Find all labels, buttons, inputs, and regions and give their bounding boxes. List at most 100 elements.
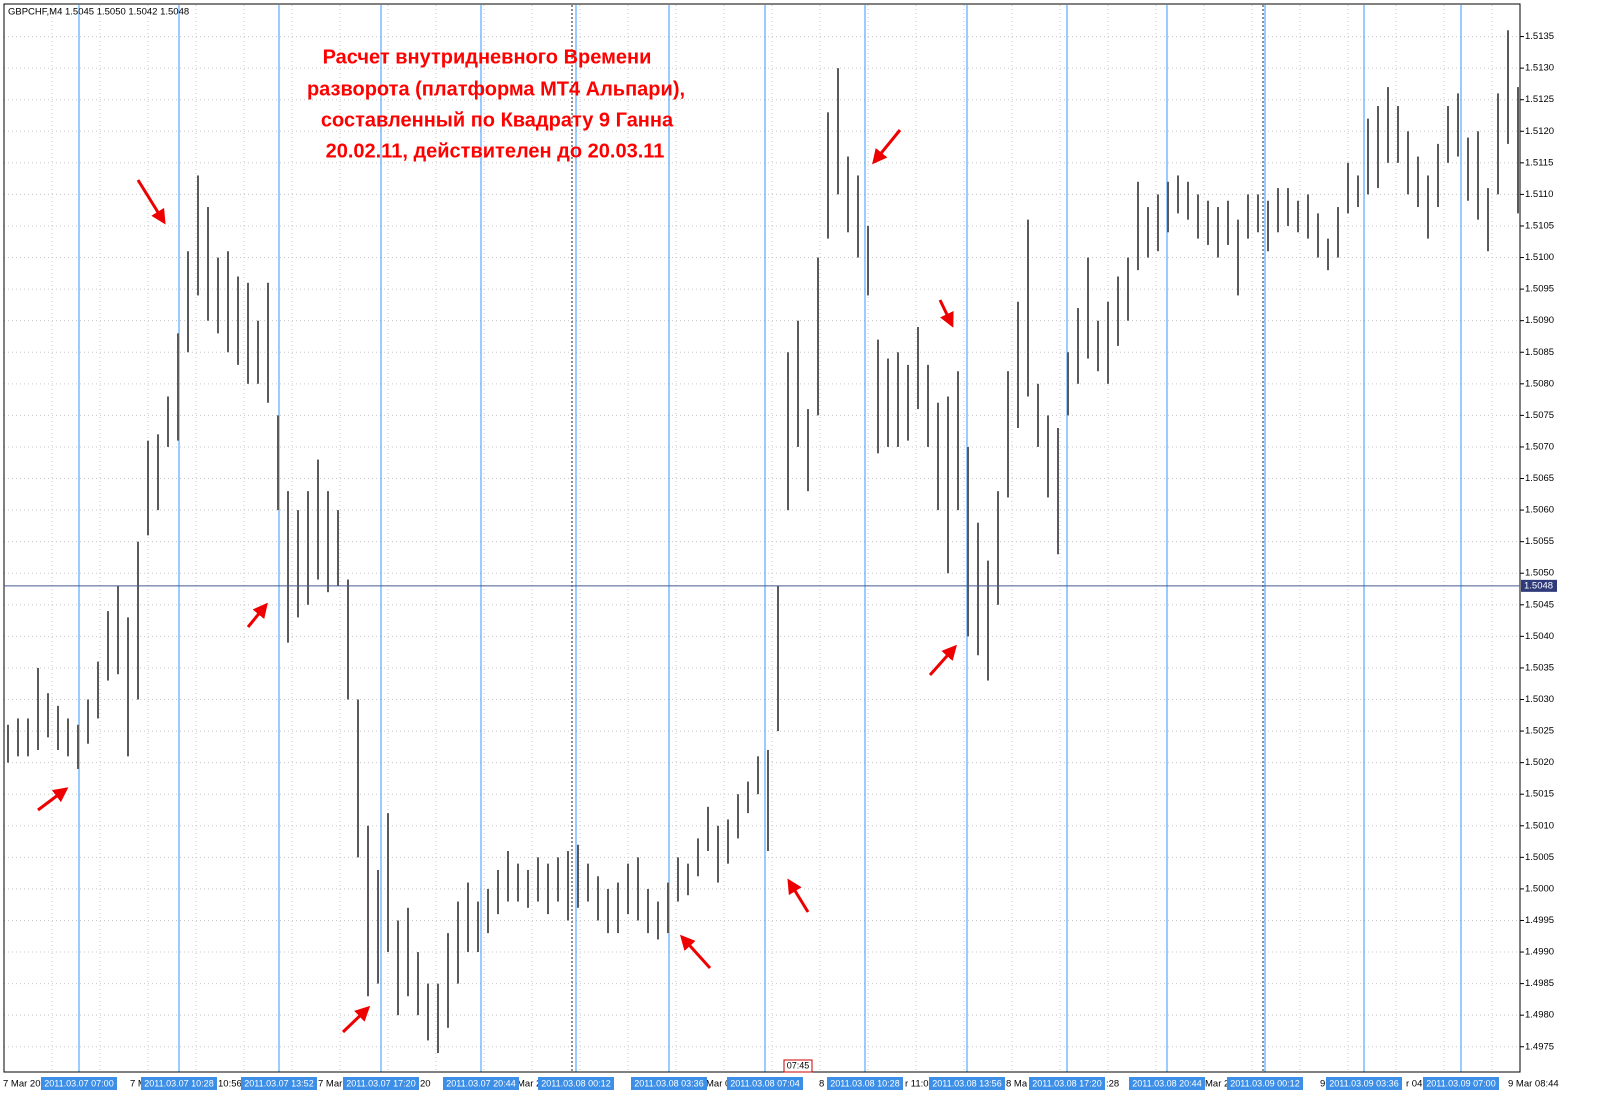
x-tick-label: Mar 21 xyxy=(1205,1079,1235,1090)
y-tick-label: 1.5080 xyxy=(1525,378,1554,389)
y-tick-label: 1.5070 xyxy=(1525,441,1554,452)
y-tick-label: 1.5045 xyxy=(1525,599,1554,610)
time-line-label: 2011.03.08 00:12 xyxy=(541,1078,610,1088)
y-tick-label: 1.5025 xyxy=(1525,726,1554,737)
time-line-label: 2011.03.08 20:44 xyxy=(1132,1078,1201,1088)
time-line-label-bg xyxy=(1423,1077,1499,1090)
y-tick-label: 1.4980 xyxy=(1525,1010,1554,1021)
y-tick-label: 1.5085 xyxy=(1525,347,1554,358)
current-price-label: 1.5048 xyxy=(1524,580,1553,591)
y-tick-label: 1.5110 xyxy=(1525,189,1553,200)
x-tick-label: r 11:04 xyxy=(905,1079,934,1090)
time-line-label-bg xyxy=(538,1077,614,1090)
x-tick-label: r 04 xyxy=(1406,1079,1422,1090)
arrow xyxy=(928,644,957,676)
annotation: Расчет внутридневного Времени разворота … xyxy=(307,46,685,162)
time-line-label: 2011.03.07 07:00 xyxy=(44,1078,113,1088)
time-line-label-bg xyxy=(343,1077,419,1090)
y-tick-label: 1.4990 xyxy=(1525,947,1554,958)
arrow xyxy=(787,878,810,913)
time-line-label-bg xyxy=(1227,1077,1303,1090)
y-tick-label: 1.5030 xyxy=(1525,694,1554,705)
x-tick-label: 10:56 xyxy=(218,1079,242,1090)
time-line-label: 2011.03.07 17:20 xyxy=(346,1078,415,1088)
time-tag: 07:45 xyxy=(787,1060,810,1070)
y-tick-label: 1.4975 xyxy=(1525,1041,1554,1052)
x-tick-label: 9 Mar 08:44 xyxy=(1508,1079,1559,1090)
time-line-label: 2011.03.08 13:56 xyxy=(932,1078,1001,1088)
x-tick-label: 20 xyxy=(420,1079,431,1090)
current-price-tag xyxy=(1521,579,1557,592)
x-tick-label: :28 xyxy=(1106,1079,1119,1090)
time-line-label-bg xyxy=(443,1077,519,1090)
time-line-label-bg xyxy=(241,1077,317,1090)
y-tick-label: 1.5095 xyxy=(1525,284,1554,295)
x-tick-label: Mar 2 xyxy=(517,1079,541,1090)
bars xyxy=(7,30,1519,1054)
annotation-line: разворота (платформа МТ4 Альпари), xyxy=(307,78,685,100)
x-tick-label: 9 xyxy=(1320,1079,1325,1090)
y-tick-label: 1.4985 xyxy=(1525,978,1554,989)
time-line-label-bg xyxy=(1129,1077,1205,1090)
y-tick-label: 1.5015 xyxy=(1525,789,1554,800)
arrow xyxy=(246,602,268,628)
y-tick-label: 1.5130 xyxy=(1525,63,1554,74)
y-tick-label: 1.5040 xyxy=(1525,631,1554,642)
y-tick-label: 1.5050 xyxy=(1525,568,1554,579)
time-tag-bg xyxy=(783,1059,813,1073)
plot-frame xyxy=(3,3,1521,1073)
time-line-label-bg xyxy=(827,1077,903,1090)
axes: 1.4975 1.4980 1.4985 1.4990 1.4995 1.5000 1.50… xyxy=(3,31,1559,1090)
x-tick-label: 7 Mar 20 xyxy=(3,1079,41,1090)
y-tick-label: 1.5125 xyxy=(1525,94,1554,105)
y-tick-label: 1.5000 xyxy=(1525,883,1554,894)
x-tick-label: 7 M xyxy=(130,1079,146,1090)
time-line-label: 2011.03.08 07:04 xyxy=(730,1078,799,1088)
y-tick-label: 1.5090 xyxy=(1525,315,1554,326)
y-tick-label: 1.5105 xyxy=(1525,220,1554,231)
x-tick-label: 7 Mar xyxy=(318,1079,342,1090)
y-tick-label: 1.5100 xyxy=(1525,252,1554,263)
time-line-label-bg xyxy=(929,1077,1005,1090)
time-line-label: 2011.03.08 17:20 xyxy=(1032,1078,1101,1088)
header: GBPCHF,M4 1.5045 1.5050 1.5042 1.5048 xyxy=(8,7,189,18)
x-tick-label: 8 xyxy=(819,1079,824,1090)
y-tick-label: 1.5005 xyxy=(1525,852,1554,863)
arrow xyxy=(341,1005,371,1034)
y-tick-label: 1.5135 xyxy=(1525,31,1554,42)
time-line-label-bg xyxy=(141,1077,217,1090)
annotation-line: составленный по Квадрату 9 Ганна xyxy=(321,109,674,131)
y-tick-label: 1.5120 xyxy=(1525,126,1554,137)
y-tick-label: 1.4995 xyxy=(1525,915,1554,926)
time-line-label-bg xyxy=(1326,1077,1402,1090)
arrow xyxy=(938,299,954,328)
time-line-label: 2011.03.08 10:28 xyxy=(830,1078,899,1088)
time-line-label: 2011.03.08 03:36 xyxy=(634,1078,703,1088)
time-line-label-bg xyxy=(727,1077,803,1090)
time-line-label-bg xyxy=(1029,1077,1105,1090)
time-line-label: 2011.03.09 07:00 xyxy=(1426,1078,1495,1088)
time-line-label: 2011.03.09 03:36 xyxy=(1329,1078,1398,1088)
arrow xyxy=(136,179,166,225)
y-tick-label: 1.5035 xyxy=(1525,662,1554,673)
time-line-label-bg xyxy=(41,1077,117,1090)
y-tick-label: 1.5065 xyxy=(1525,473,1554,484)
x-tick-label: 8 Ma xyxy=(1006,1079,1028,1090)
arrow xyxy=(872,129,902,165)
y-tick-label: 1.5060 xyxy=(1525,505,1554,516)
y-tick-label: 1.5115 xyxy=(1525,157,1553,168)
y-tick-label: 1.5020 xyxy=(1525,757,1554,768)
y-tick-label: 1.5075 xyxy=(1525,410,1554,421)
y-tick-label: 1.5010 xyxy=(1525,820,1554,831)
grid xyxy=(4,5,1520,1072)
time-line-label: 2011.03.07 10:28 xyxy=(144,1078,213,1088)
time-line-label: 2011.03.09 00:12 xyxy=(1230,1078,1299,1088)
arrow xyxy=(679,934,712,970)
annotation-line: Расчет внутридневного Времени xyxy=(323,46,652,68)
y-tick-label: 1.5055 xyxy=(1525,536,1554,547)
arrows xyxy=(37,129,957,1034)
arrow xyxy=(37,787,69,812)
x-tick-label: Mar 04 xyxy=(706,1079,736,1090)
annotation-line: 20.02.11, действителен до 20.03.11 xyxy=(326,140,665,162)
